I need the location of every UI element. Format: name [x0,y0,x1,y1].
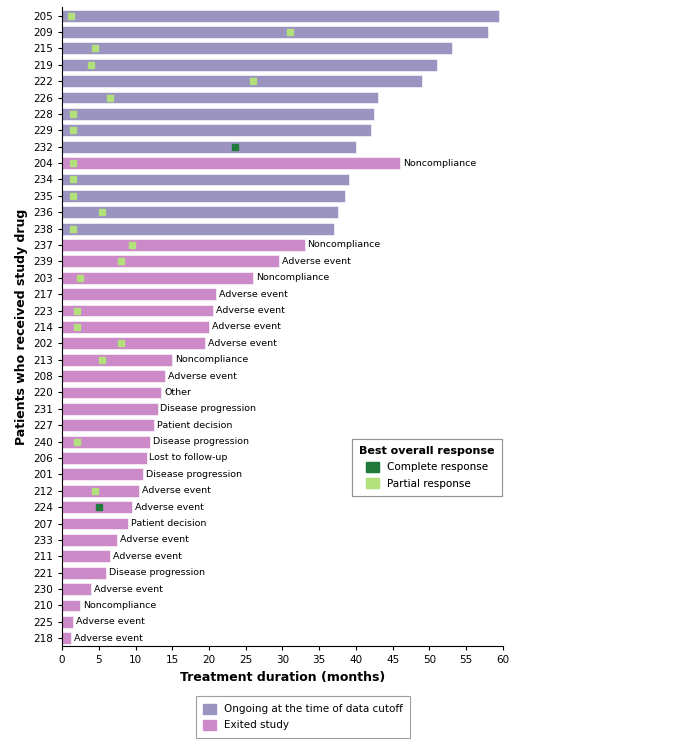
Text: Noncompliance: Noncompliance [307,241,381,250]
Text: Disease progression: Disease progression [109,568,205,577]
Bar [62,140,356,152]
Text: Adverse event: Adverse event [219,290,288,299]
Bar [62,386,161,398]
Text: Patient decision: Patient decision [157,421,232,429]
Text: Disease progression: Disease progression [161,404,256,413]
Text: Adverse event: Adverse event [142,486,211,496]
Text: Noncompliance: Noncompliance [403,158,476,168]
Text: Disease progression: Disease progression [146,470,242,479]
Bar [62,632,71,644]
Bar [62,108,374,120]
Text: Lost to follow-up: Lost to follow-up [150,453,228,462]
Bar [62,435,150,447]
Bar [62,10,500,22]
Text: Adverse event: Adverse event [212,322,281,331]
Text: Noncompliance: Noncompliance [256,273,329,282]
Bar [62,256,279,267]
Text: Disease progression: Disease progression [153,437,249,446]
Bar [62,485,139,496]
Legend: Ongoing at the time of data cutoff, Exited study: Ongoing at the time of data cutoff, Exit… [196,696,411,738]
Bar [62,207,338,218]
Bar [62,321,209,333]
Bar [62,288,216,300]
Bar [62,91,378,103]
Bar [62,518,128,530]
X-axis label: Treatment duration (months): Treatment duration (months) [180,671,385,684]
Bar [62,452,147,464]
Bar [62,337,205,349]
Bar [62,124,371,136]
Text: Patient decision: Patient decision [131,519,207,528]
Bar [62,534,117,546]
Text: Adverse event: Adverse event [76,617,145,626]
Text: Adverse event: Adverse event [168,372,237,380]
Bar [62,272,253,284]
Bar [62,419,154,431]
Bar [62,59,437,71]
Text: Other: Other [164,388,191,397]
Bar [62,158,400,169]
Text: Adverse event: Adverse event [216,306,285,315]
Bar [62,600,81,611]
Bar [62,616,73,628]
Text: Adverse event: Adverse event [94,585,163,594]
Bar [62,26,489,38]
Bar [62,305,213,317]
Text: Adverse event: Adverse event [135,503,204,512]
Bar [62,403,158,415]
Bar [62,190,345,202]
Bar [62,370,165,382]
Text: Noncompliance: Noncompliance [83,601,156,610]
Bar [62,551,110,562]
Bar [62,239,305,251]
Bar [62,223,334,235]
Text: Adverse event: Adverse event [74,634,143,643]
Bar [62,42,451,54]
Text: Adverse event: Adverse event [282,257,351,266]
Text: Adverse event: Adverse event [120,536,189,545]
Bar [62,469,143,480]
Bar [62,567,106,579]
Text: Noncompliance: Noncompliance [175,355,249,364]
Bar [62,583,92,595]
Legend: Complete response, Partial response: Complete response, Partial response [352,439,502,496]
Bar [62,75,422,87]
Text: Adverse event: Adverse event [208,339,277,348]
Bar [62,502,132,513]
Bar [62,354,172,366]
Y-axis label: Patients who received study drug: Patients who received study drug [14,209,28,445]
Text: Adverse event: Adverse event [113,552,182,561]
Bar [62,174,349,185]
